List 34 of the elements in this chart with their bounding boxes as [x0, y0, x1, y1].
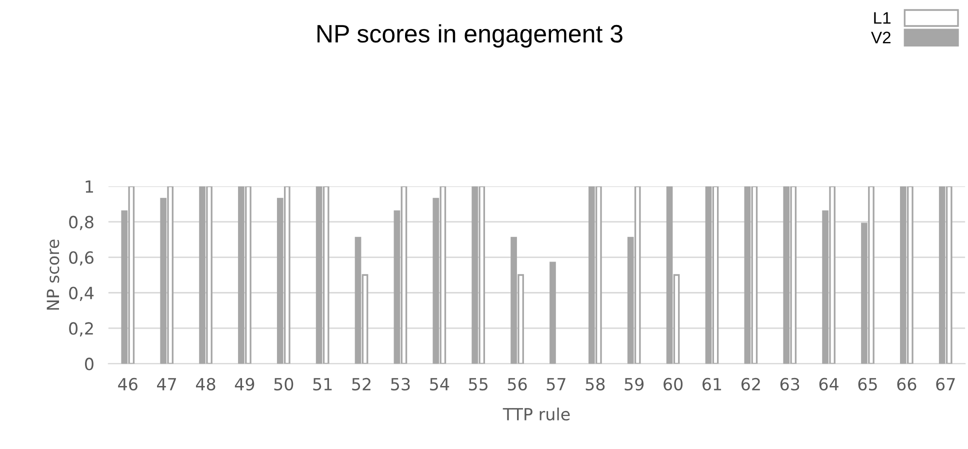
- y-axis-title: NP score: [46, 240, 60, 310]
- x-tick-label: 51: [313, 378, 332, 390]
- y-tick-label: 0,8: [69, 216, 94, 230]
- x-tick-label: 66: [897, 378, 916, 390]
- x-tick-label: 48: [196, 378, 216, 390]
- x-tick-label: 63: [780, 378, 800, 390]
- x-tick-label: 58: [586, 378, 605, 390]
- x-tick-label: 57: [546, 378, 566, 390]
- x-tick-label: 60: [664, 378, 683, 390]
- x-tick-label: 52: [352, 378, 370, 390]
- x-tick-label: 50: [274, 378, 294, 390]
- x-tick-label: 49: [234, 378, 254, 390]
- y-tick-label: 0,2: [69, 322, 93, 336]
- x-tick-label: 67: [936, 378, 955, 390]
- x-tick-label: 56: [508, 378, 527, 390]
- y-tick-label: 0,6: [69, 251, 94, 266]
- legend-label: V2: [871, 32, 890, 44]
- x-tick-label: 65: [858, 378, 877, 390]
- legend-label: L1: [874, 12, 891, 24]
- x-tick-label: 53: [391, 378, 410, 390]
- x-tick-label: 62: [741, 378, 760, 390]
- x-tick-label: 47: [157, 378, 176, 390]
- x-tick-label: 64: [819, 378, 838, 390]
- x-tick-label: 46: [118, 378, 138, 390]
- chart-title: NP scores in engagement 3: [318, 24, 622, 48]
- y-tick-label: 0,4: [69, 286, 94, 302]
- y-tick-label: 1: [86, 180, 93, 193]
- x-tick-label: 55: [469, 378, 488, 390]
- y-tick-label: 0: [85, 358, 94, 370]
- x-tick-label: 54: [430, 378, 450, 390]
- x-tick-label: 59: [624, 378, 644, 390]
- x-axis-title: TTP rule: [502, 408, 570, 420]
- x-tick-label: 61: [702, 378, 722, 390]
- bar: [550, 262, 556, 364]
